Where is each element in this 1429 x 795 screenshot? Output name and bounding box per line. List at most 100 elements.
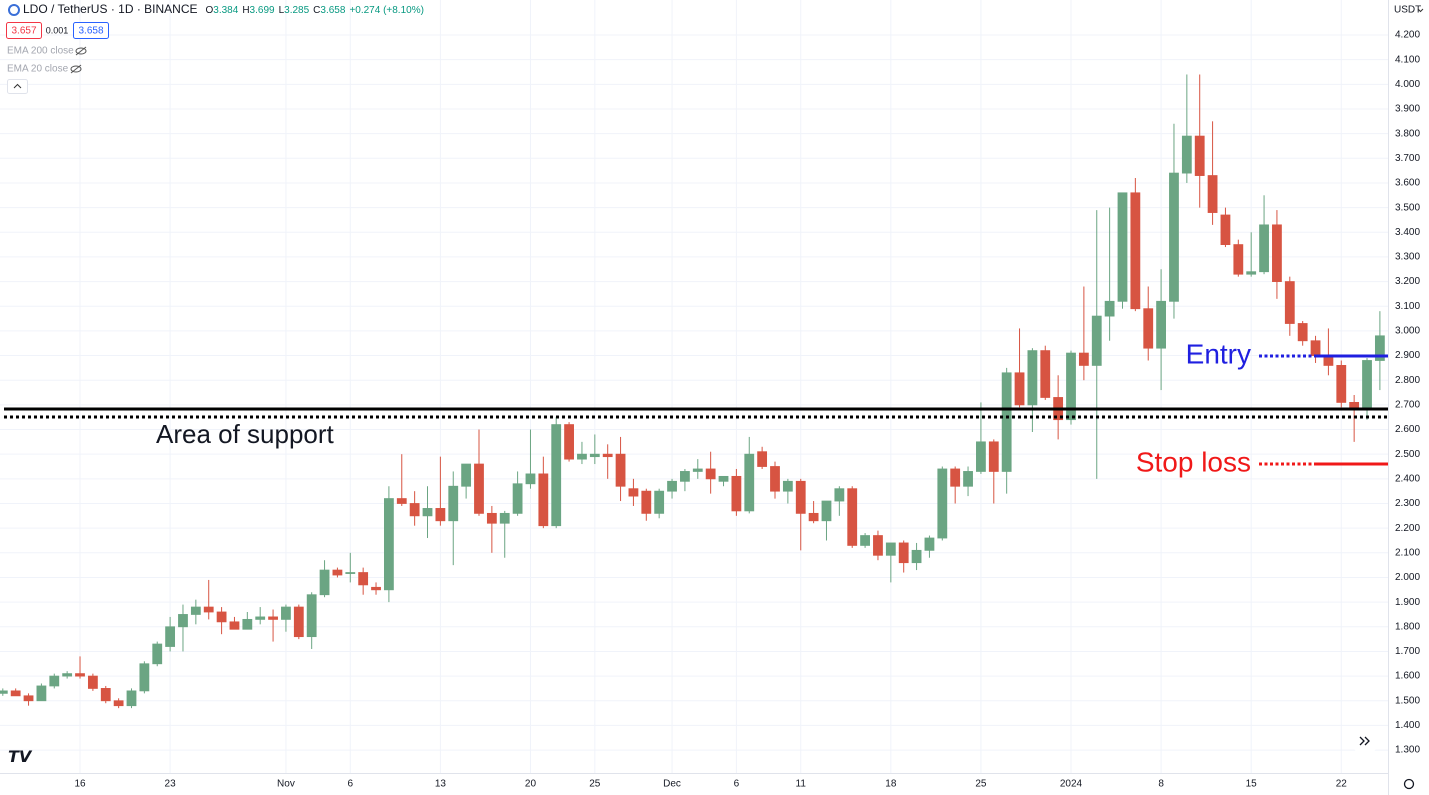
indicator[interactable]: EMA 20 close [7,64,69,75]
candle-body [615,453,626,487]
candle-body [692,468,703,472]
candle-body [242,618,253,630]
candle-body [358,572,369,586]
candle-body [821,500,832,522]
candle-body [23,695,34,702]
ohlc-label: H [242,5,249,16]
candle-body [486,512,497,524]
y-tick-label: 2.100 [1395,547,1420,558]
candle-body [602,453,613,458]
candle-body [1091,315,1102,366]
candle-body [667,480,677,492]
candle-body [190,606,201,615]
candle-body [782,480,793,492]
y-tick-label: 1.300 [1395,745,1420,756]
candle-body [461,463,472,487]
candle-body [744,453,755,512]
hide-icon[interactable] [75,46,87,56]
candle-body [36,685,47,702]
collapse-button[interactable] [7,79,28,94]
candle-body [1194,135,1205,176]
candle-body [1104,300,1115,317]
candle-body [216,611,227,623]
candle-body [409,503,420,517]
x-tick-label: 2024 [1060,779,1083,790]
candle-body [1297,323,1308,342]
candles [0,74,1385,709]
x-tick-label: 23 [165,779,177,790]
y-tick-label: 4.100 [1395,54,1420,65]
ohlc-value: 3.658 [320,5,345,16]
candle-body [0,690,8,694]
candle-body [474,463,484,514]
candle-body [988,441,999,472]
y-tick-label: 3.000 [1395,326,1420,337]
candle-body [371,586,381,591]
candle-body [1272,224,1282,282]
y-tick-label: 3.800 [1395,128,1420,139]
symbol-icon [8,4,20,16]
x-tick-label: 25 [975,779,987,790]
candle-body [293,606,304,638]
candle-body [654,490,665,514]
candle-body [525,473,536,485]
y-tick-label: 3.900 [1395,104,1420,115]
candle-body [641,490,652,514]
candle-body [178,614,188,628]
level-label: Entry [1186,338,1251,369]
ohlc-label: L [279,5,285,16]
candle-body [396,498,407,504]
candle-body [100,688,111,702]
change: +0.274 (+8.10%) [349,5,424,16]
x-tick-label: 11 [796,779,807,790]
y-tick-label: 2.800 [1395,375,1420,386]
candle-body [731,475,742,512]
candle-body [885,542,896,556]
x-tick-label: 20 [525,779,537,790]
x-tick-label: 16 [74,779,86,790]
candle-body [577,453,587,460]
candle-body [345,572,356,574]
hide-icon[interactable] [70,64,82,74]
scroll-button[interactable] [1354,731,1376,751]
sell-chip[interactable] [6,22,42,39]
candle-body [139,663,150,692]
candle-body [564,424,574,460]
currency-chevron [1417,8,1424,13]
x-tick-label: 15 [1246,779,1258,790]
candle-body [924,537,935,551]
candle-body [963,471,973,487]
candle-body [1143,308,1154,349]
ohlc-value: 3.285 [284,5,309,16]
candle-body [62,673,73,677]
candle-body [834,488,845,502]
grid [0,0,1388,773]
spread: 0.001 [46,25,69,35]
candle-body [873,535,883,556]
ohlc-label: O [206,5,214,16]
collapse-icon [13,83,22,89]
y-tick-label: 2.400 [1395,473,1420,484]
x-tick-label: 13 [435,779,447,790]
indicator[interactable]: EMA 200 close [7,46,74,57]
currency[interactable]: USDT [1394,5,1421,16]
buy-chip[interactable] [73,22,109,39]
y-tick-label: 4.200 [1395,30,1420,41]
y-tick-label: 1.800 [1395,621,1420,632]
annotation-text: Area of support [156,419,335,449]
y-tick-label: 3.200 [1395,276,1420,287]
candle-body [860,535,870,546]
candle-body [113,700,124,707]
settings-icon[interactable] [1403,778,1415,790]
candle-body [229,621,240,630]
candle-body [1374,335,1385,361]
candle-body [281,606,291,620]
ohlc-label: C [313,5,320,16]
x-tick-label: 6 [348,779,354,790]
ohlc-value: 3.384 [213,5,238,16]
y-tick-label: 1.700 [1395,646,1420,657]
candle-body [770,466,780,492]
candle-body [1078,352,1089,366]
candle-body [937,468,948,539]
